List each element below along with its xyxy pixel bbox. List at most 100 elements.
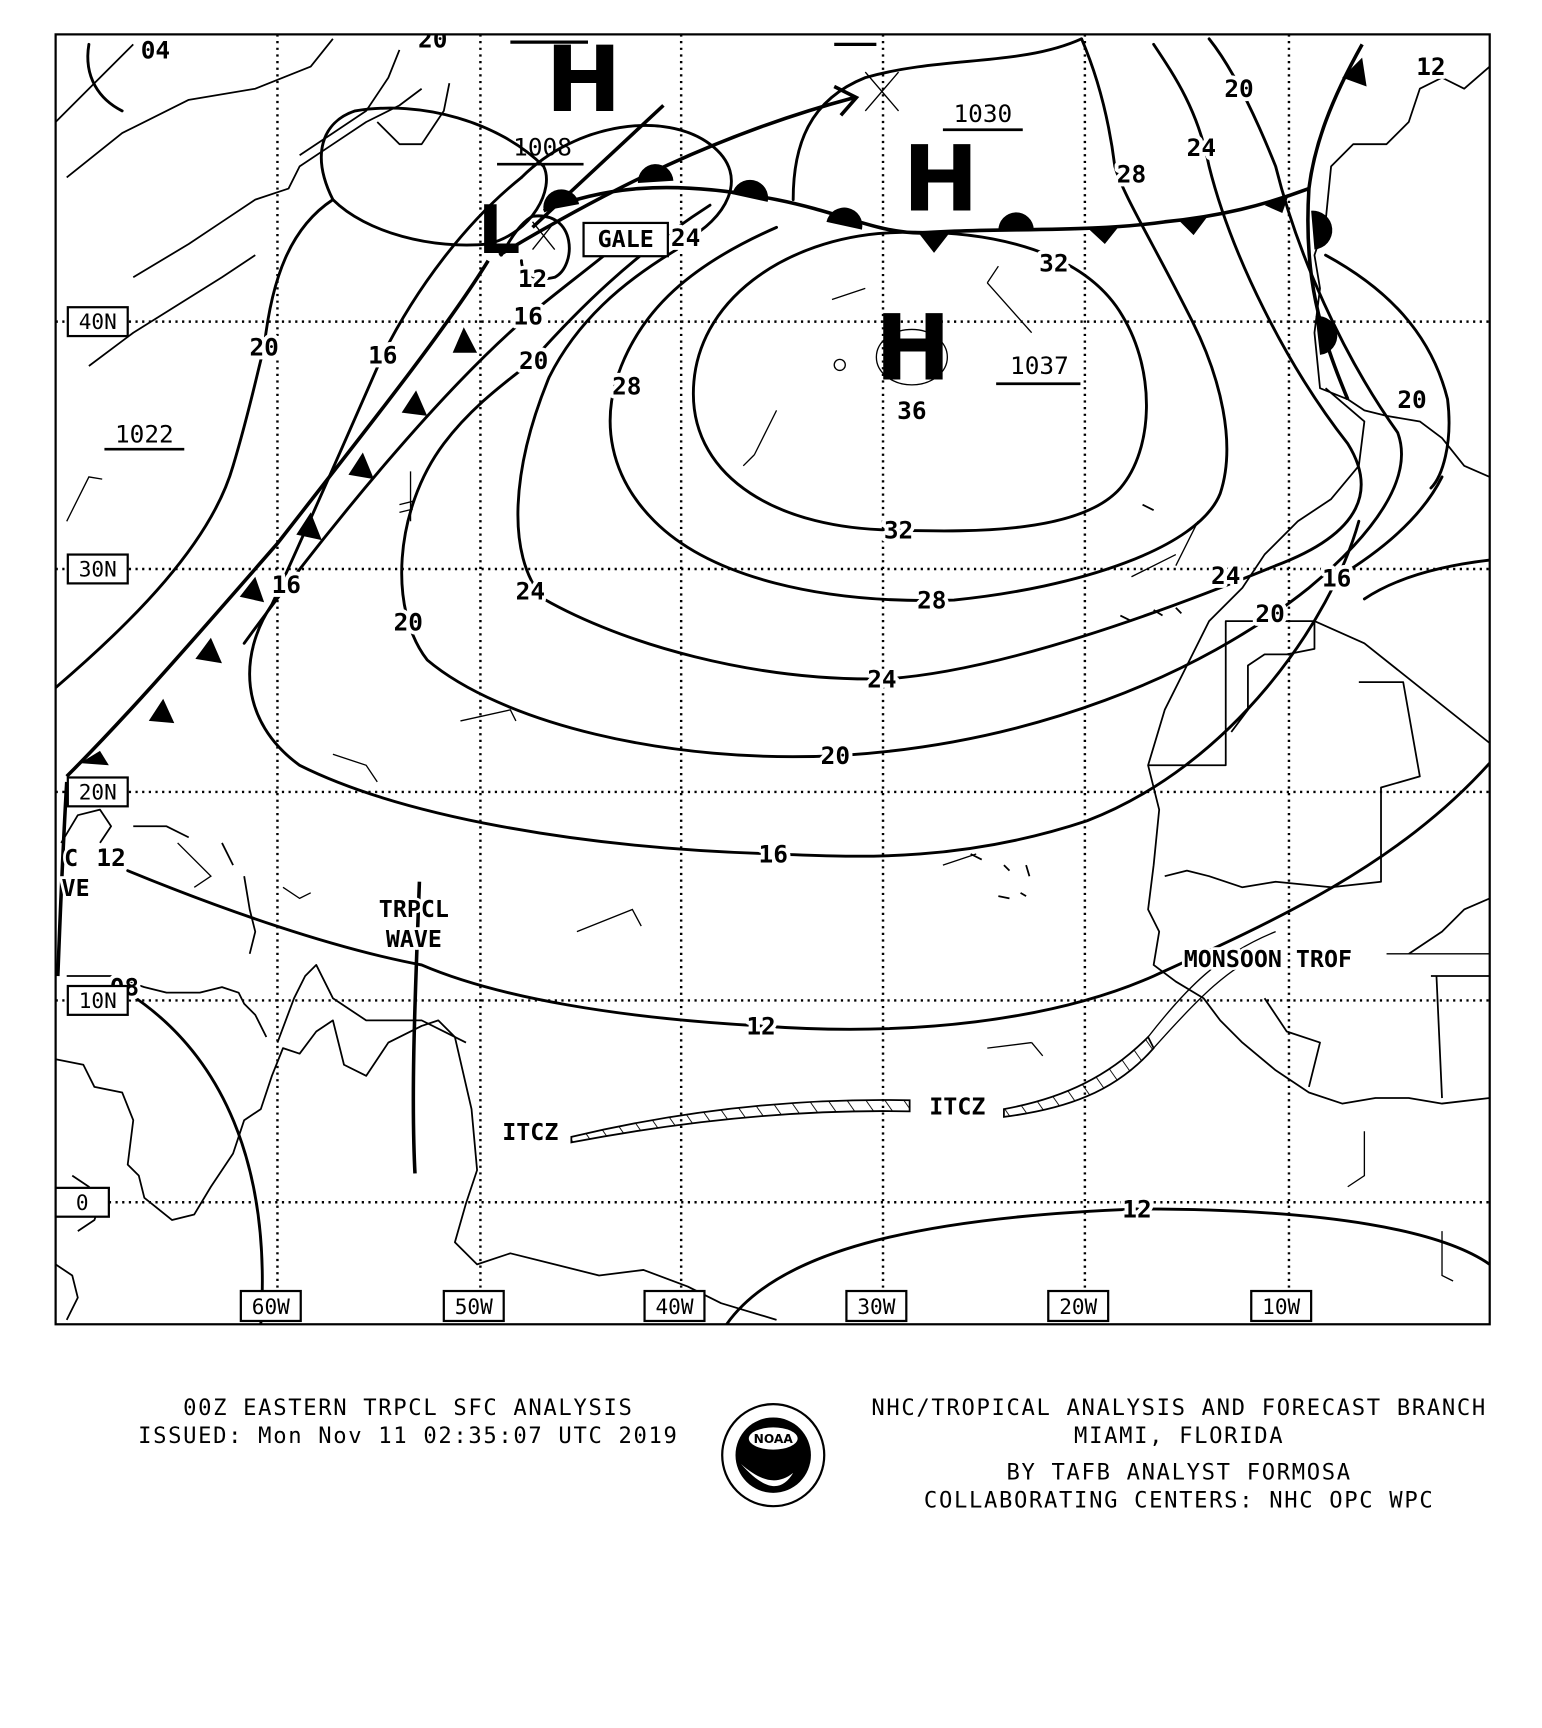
isobar-label: 04 [141,35,170,64]
isobar-label: 12 [96,843,125,872]
lat-label: 0 [76,1190,89,1215]
high-symbol-1030: H [903,128,979,233]
longitude-labels: 60W 50W 40W 30W 20W 10W [239,1289,1313,1323]
isobar-08-southwest [126,991,264,1325]
tropical-wave-label-west: VE [62,875,90,902]
isobar-label: 12 [1122,1194,1151,1223]
isobar-label: 20 [418,24,447,53]
latitude-labels: 40N 30N 20N 10N 0 [54,306,129,1218]
isobar-label: 36 [897,396,926,425]
collaborating-centers: COLLABORATING CENTERS: NHC OPC WPC [924,1487,1434,1513]
isobar-20-west [55,198,335,690]
analyst-name: BY TAFB ANALYST FORMOSA [1007,1460,1352,1486]
isobar-label: 20 [249,333,278,362]
isobar-20-iberia [1324,253,1451,490]
isobars [55,37,1490,1325]
lat-label: 40N [79,309,117,334]
isobar-label: 28 [1117,160,1146,189]
cold-front-west [65,259,490,778]
cold-front-triangles [80,327,478,766]
isobar-label: 32 [1039,248,1068,277]
tropical-wave-label: WAVE [386,926,442,953]
isobar-label: 24 [1211,561,1240,590]
tropical-wave-axis [411,881,422,1174]
isobar-16-east [248,176,1361,858]
issued-timestamp: ISSUED: Mon Nov 11 02:35:07 UTC 2019 [138,1423,678,1449]
isobar-label: 24 [516,577,545,606]
pressure-centers: H H 1030 H 1037 L 1008 1022 [104,28,1081,451]
monsoon-trough-label: MONSOON TROF [1184,946,1352,973]
tropical-wave-label: TRPCL [379,896,449,923]
graticule [55,34,1490,1325]
tropical-wave-label-west: C [64,845,78,872]
isobar-label: 20 [1224,74,1253,103]
high-pressure-1030: 1030 [953,99,1012,128]
coastlines [55,38,1490,1321]
isobar-label: 24 [867,664,896,693]
lon-label: 50W [455,1294,493,1319]
pressure-1022: 1022 [115,420,174,449]
lon-label: 40W [655,1294,693,1319]
isobar-16-front [242,253,607,645]
isobar-label: 16 [368,340,397,369]
isobar-32-closed [691,230,1148,533]
isobar-label: 20 [821,741,850,770]
lat-label: 30N [79,556,117,581]
isobar-label: 28 [917,586,946,615]
isobar-label: 28 [612,371,641,400]
map-frame [54,33,1491,1326]
isobar-label: 20 [519,346,548,375]
office-location: MIAMI, FLORIDA [1074,1423,1284,1449]
isobar-label: 20 [1255,599,1284,628]
product-footer: 00Z EASTERN TRPCL SFC ANALYSIS ISSUED: M… [138,1395,1487,1513]
isobar-label: 20 [1397,385,1426,414]
low-pressure-1008: 1008 [513,132,572,161]
isobar-label: 16 [1322,563,1351,592]
isobar-label: 24 [671,223,700,252]
isobar-12-south [725,1207,1490,1325]
center-markers [510,40,949,386]
isobar-loop-north [319,106,548,247]
low-symbol: L [478,191,520,269]
isobar-12-central [126,761,1490,1031]
isobar-labels: 20 24 28 32 24 12 16 20 28 16 20 36 32 2… [93,24,1450,1227]
lon-label: 10W [1262,1294,1300,1319]
isobar-label: 12 [746,1011,775,1040]
high-symbol-1037: H [875,296,951,401]
high-symbol-north: H [546,28,622,133]
itcz-label-west: ITCZ [502,1119,558,1146]
lon-label: 60W [252,1294,290,1319]
lat-label: 20N [79,779,117,804]
high-pressure-1037: 1037 [1010,351,1069,380]
lat-label: 10N [79,988,117,1013]
tropical-wave-axis-west [56,781,69,977]
stationary-front-triangles [918,194,1289,253]
isobar-label: 16 [759,840,788,869]
isobar-label: 12 [1416,52,1445,81]
lon-label: 20W [1059,1294,1097,1319]
isobar-28 [608,37,1229,602]
wind-barbs [66,265,1454,1282]
itcz-bands [570,931,1490,1144]
front-northeast [1306,43,1364,400]
isobar-label: 20 [394,608,423,637]
isobar-04-northwest [86,42,124,113]
isobar-24-east [516,42,1363,681]
noaa-logo-text: NOAA [754,1432,794,1446]
isobar-label: 12 [518,264,547,293]
lon-label: 30W [857,1294,895,1319]
trough-arrow-line [498,84,860,257]
itcz-label-east: ITCZ [929,1093,985,1120]
fronts [56,43,1367,1174]
occlusion-front [531,104,665,229]
office-name: NHC/TROPICAL ANALYSIS AND FORECAST BRANC… [871,1395,1487,1421]
isobar-label: 16 [272,570,301,599]
isobar-20-east [400,37,1403,759]
feature-labels: GALE ITCZ ITCZ TRPCL WAVE MONSOON TROF C… [59,221,1355,1149]
gale-warning-label: GALE [598,226,654,253]
product-title: 00Z EASTERN TRPCL SFC ANALYSIS [183,1395,633,1421]
isobar-label: 24 [1187,133,1216,162]
isobar-label: 16 [513,302,542,331]
warm-front-semicircles [543,164,1034,231]
